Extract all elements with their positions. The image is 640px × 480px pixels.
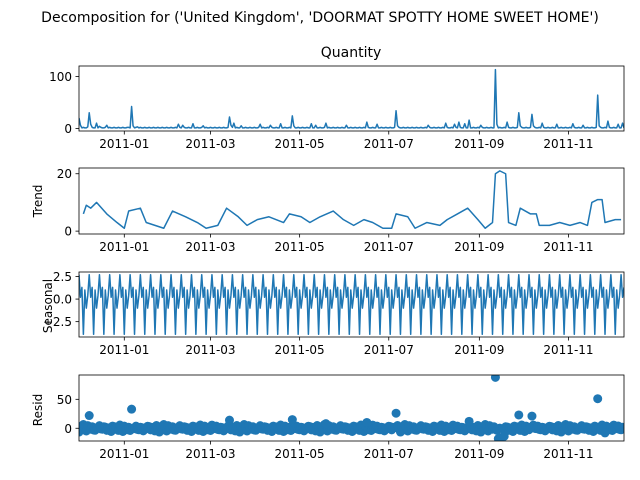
ytick-label: 2.5 [53, 270, 72, 284]
panel-observed: Quantity 0 100 2011-01 2011-03 2011-05 2011-0… [49, 45, 625, 151]
xtick-label: 2011-11 [543, 137, 593, 151]
axes-frame-resid [78, 374, 625, 442]
ytick-label: 0.0 [53, 293, 72, 307]
xtick-label: 2011-01 [99, 343, 149, 357]
ylabel-trend: Trend [31, 185, 45, 219]
xtick-label: 2011-09 [454, 447, 504, 461]
xtick-label: 2011-09 [454, 137, 504, 151]
xtick-label: 2011-03 [185, 343, 235, 357]
xtick-label: 2011-07 [364, 447, 414, 461]
panel-trend: Trend 0 20 2011-01 2011-03 2011-05 2011-07 201… [31, 167, 625, 254]
ytick-label: 20 [57, 167, 72, 181]
ytick-label: 0 [64, 122, 72, 136]
xtick-label: 2011-01 [99, 137, 149, 151]
plot-area-resid [79, 375, 624, 441]
resid-point-outlier [527, 411, 537, 421]
plot-area-seasonal [79, 273, 624, 336]
xtick-label: 2011-09 [454, 240, 504, 254]
resid-point-outlier [224, 415, 234, 425]
axes-frame-seasonal [78, 271, 625, 338]
resid-point-outlier [499, 431, 509, 441]
xtick-label: 2011-03 [185, 240, 235, 254]
resid-point-outlier [362, 417, 372, 427]
series-line-observed [79, 68, 624, 129]
xtick-label: 2011-05 [275, 137, 325, 151]
series-line-trend [82, 170, 622, 230]
axes-frame-trend [78, 167, 625, 235]
resid-point-outlier [514, 410, 524, 420]
xtick-label: 2011-11 [543, 447, 593, 461]
resid-point-outlier [593, 394, 603, 404]
plot-area-trend [82, 170, 622, 230]
series-line-seasonal [79, 273, 624, 336]
xtick-label: 2011-01 [99, 240, 149, 254]
resid-point-outlier [127, 404, 137, 414]
xtick-label: 2011-05 [275, 343, 325, 357]
ytick-label: 0 [64, 225, 72, 239]
xtick-label: 2011-07 [364, 240, 414, 254]
xtick-label: 2011-11 [543, 240, 593, 254]
panel-seasonal: Seasonal 2.5 0.0 −2.5 2011-01 2011-03 2011-05… [41, 270, 625, 357]
resid-point-outlier [391, 408, 401, 418]
resid-point-outlier [613, 421, 623, 431]
axes-frame-observed [78, 65, 625, 132]
xtick-label: 2011-11 [543, 343, 593, 357]
resid-point-outlier [600, 428, 610, 438]
xtick-label: 2011-03 [185, 137, 235, 151]
xtick-label: 2011-01 [99, 447, 149, 461]
xtick-label: 2011-05 [275, 447, 325, 461]
xtick-label: 2011-07 [364, 343, 414, 357]
resid-point-outlier [464, 416, 474, 426]
ylabel-seasonal: Seasonal [41, 279, 55, 333]
figure-suptitle: Decomposition for ('United Kingdom', 'DO… [41, 10, 599, 26]
panel-resid: Resid 0 50 2011-01 2011-03 2011-05 2011-07 201… [31, 374, 625, 461]
xtick-label: 2011-03 [185, 447, 235, 461]
ytick-label: −2.5 [43, 315, 72, 329]
resid-point-outlier [287, 415, 297, 425]
xtick-label: 2011-09 [454, 343, 504, 357]
panel-title-observed: Quantity [321, 45, 382, 61]
ytick-label: 100 [49, 70, 72, 84]
resid-point-outlier [321, 419, 331, 429]
ytick-label: 50 [57, 393, 72, 407]
ylabel-resid: Resid [31, 394, 45, 426]
ytick-label: 0 [64, 422, 72, 436]
xtick-label: 2011-07 [364, 137, 414, 151]
resid-point-outlier [490, 375, 500, 382]
resid-point-outlier [84, 411, 94, 421]
plot-area-observed [79, 68, 624, 129]
xtick-label: 2011-05 [275, 240, 325, 254]
